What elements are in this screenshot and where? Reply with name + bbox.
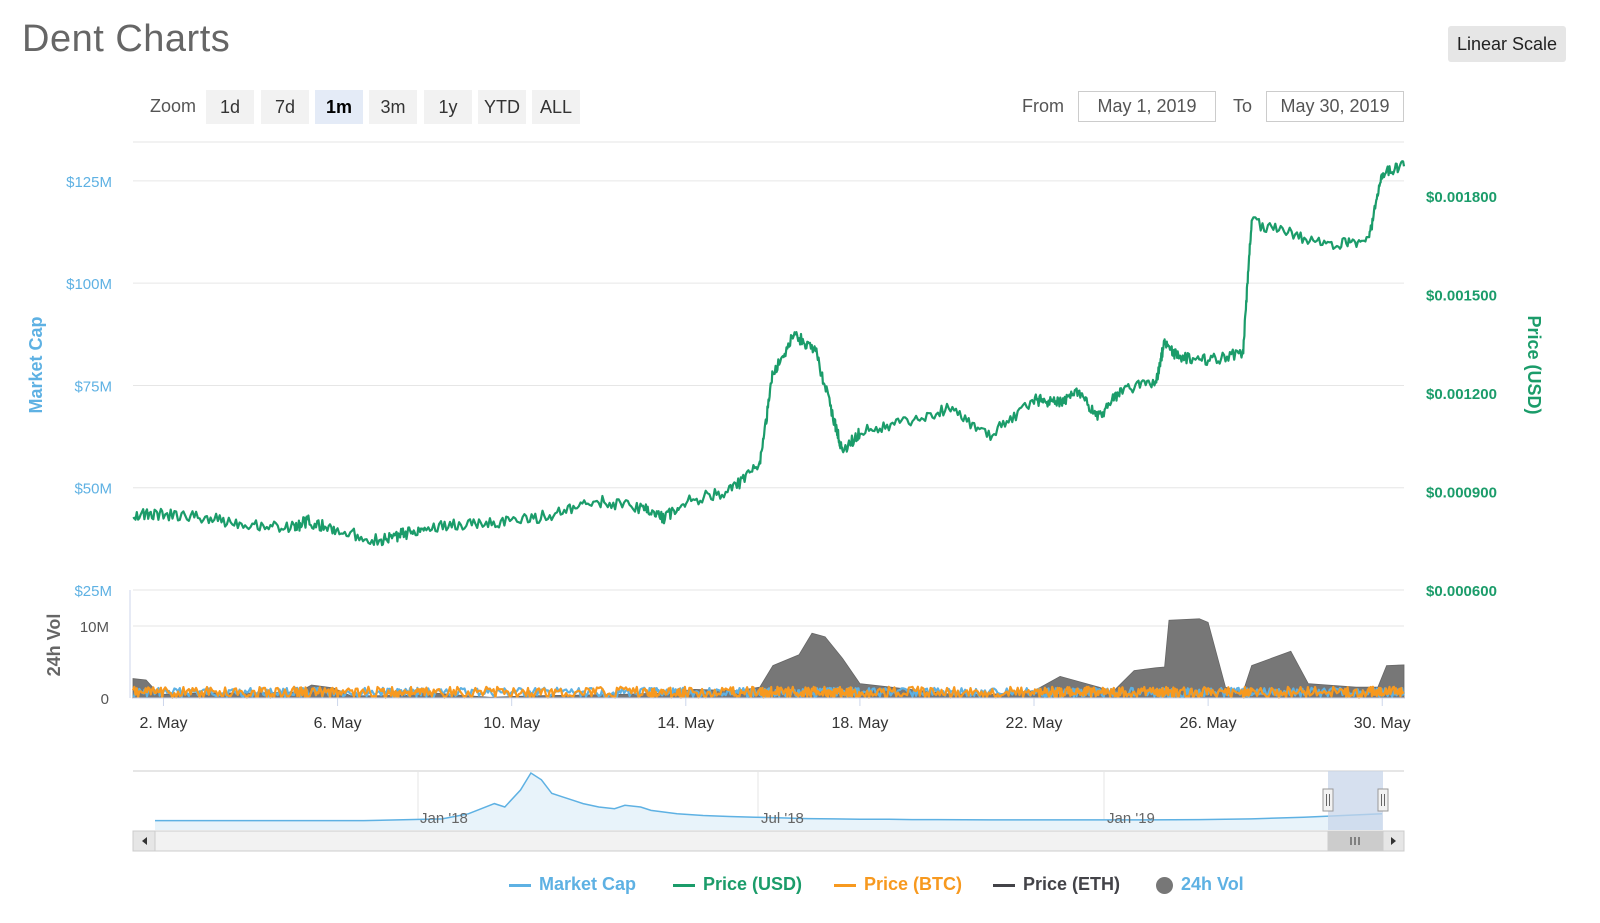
- navigator-selected-range: [1328, 771, 1383, 830]
- legend-label-24h-vol: 24h Vol: [1181, 874, 1244, 894]
- scroll-left-arrow-icon: [142, 837, 147, 845]
- zoom-ytd-button[interactable]: YTD: [478, 90, 526, 124]
- legend-item-24h-vol[interactable]: 24h Vol: [1156, 874, 1244, 895]
- legend-swatch-price-btc: [834, 883, 856, 887]
- x-tick-label: 26. May: [1180, 715, 1237, 732]
- series-line-price-btc: [131, 685, 1405, 699]
- y-right-axis-title: Price (USD): [1524, 315, 1544, 414]
- page-title: Dent Charts: [22, 18, 231, 60]
- y-volume-tick-label: 0: [101, 691, 109, 708]
- legend-swatch-price-eth: [993, 883, 1015, 887]
- y-left-tick-label: $125M: [66, 174, 112, 191]
- y-right-tick-label: $0.001800: [1426, 189, 1497, 206]
- y-left-tick-label: $25M: [74, 583, 112, 600]
- x-tick-label: 2. May: [139, 715, 187, 732]
- legend-swatch-price-usd: [673, 883, 695, 887]
- navigator-tick-label: Jul '18: [761, 810, 804, 827]
- legend-label-price-btc: Price (BTC): [864, 874, 963, 894]
- y-volume-tick-label: 10M: [80, 619, 109, 636]
- legend-swatch-market-cap: [509, 883, 531, 887]
- legend-item-price-btc[interactable]: Price (BTC): [834, 874, 962, 895]
- to-label: To: [1233, 96, 1253, 116]
- y-left-tick-label: $50M: [74, 481, 112, 498]
- legend-item-price-eth[interactable]: Price (ETH): [993, 874, 1120, 895]
- y-left-tick-label: $75M: [74, 378, 112, 395]
- y-left-tick-label: $100M: [66, 276, 112, 293]
- x-tick-label: 18. May: [831, 715, 888, 732]
- legend: Market Cap Price (USD) Price (BTC) Price…: [0, 868, 1600, 904]
- y-left-axis-title: Market Cap: [26, 316, 46, 413]
- zoom-1d-button[interactable]: 1d: [206, 90, 254, 124]
- to-date-input[interactable]: May 30, 2019: [1266, 91, 1404, 122]
- x-tick-label: 6. May: [314, 715, 362, 732]
- zoom-all-button[interactable]: ALL: [532, 90, 580, 124]
- scrollbar-track[interactable]: [132, 830, 1405, 852]
- from-date-input[interactable]: May 1, 2019: [1078, 91, 1216, 122]
- legend-label-market-cap: Market Cap: [539, 874, 637, 894]
- zoom-1m-button[interactable]: 1m: [315, 90, 363, 124]
- y-right-tick-label: $0.000600: [1426, 583, 1497, 600]
- legend-item-price-usd[interactable]: Price (USD): [673, 874, 802, 895]
- y-right-tick-label: $0.001200: [1426, 386, 1497, 403]
- zoom-1y-button[interactable]: 1y: [424, 90, 472, 124]
- series-line-price-usd: [132, 160, 1406, 547]
- navigator-left-handle[interactable]: [1322, 788, 1334, 812]
- volume-area: [132, 618, 1405, 699]
- legend-label-price-usd: Price (USD): [703, 874, 803, 894]
- from-label: From: [1022, 96, 1064, 116]
- x-tick-label: 30. May: [1354, 715, 1411, 732]
- legend-item-market-cap[interactable]: Market Cap: [509, 874, 636, 895]
- y-volume-axis-title: 24h Vol: [44, 614, 64, 677]
- y-right-tick-label: $0.000900: [1426, 484, 1497, 501]
- zoom-label: Zoom: [150, 96, 197, 116]
- navigator-line: [155, 771, 1383, 822]
- x-tick-label: 10. May: [483, 715, 540, 732]
- zoom-3m-button[interactable]: 3m: [369, 90, 417, 124]
- legend-label-price-eth: Price (ETH): [1023, 874, 1121, 894]
- linear-scale-button[interactable]: Linear Scale: [1448, 26, 1566, 62]
- navigator-tick-label: Jan '18: [420, 810, 468, 827]
- x-tick-label: 22. May: [1006, 715, 1063, 732]
- legend-swatch-24h-vol: [1156, 876, 1173, 894]
- navigator-right-handle[interactable]: [1377, 788, 1389, 812]
- y-right-tick-label: $0.001500: [1426, 287, 1497, 304]
- zoom-7d-button[interactable]: 7d: [261, 90, 309, 124]
- navigator-tick-label: Jan '19: [1107, 810, 1155, 827]
- scroll-right-arrow-icon: [1391, 837, 1396, 845]
- x-tick-label: 14. May: [657, 715, 714, 732]
